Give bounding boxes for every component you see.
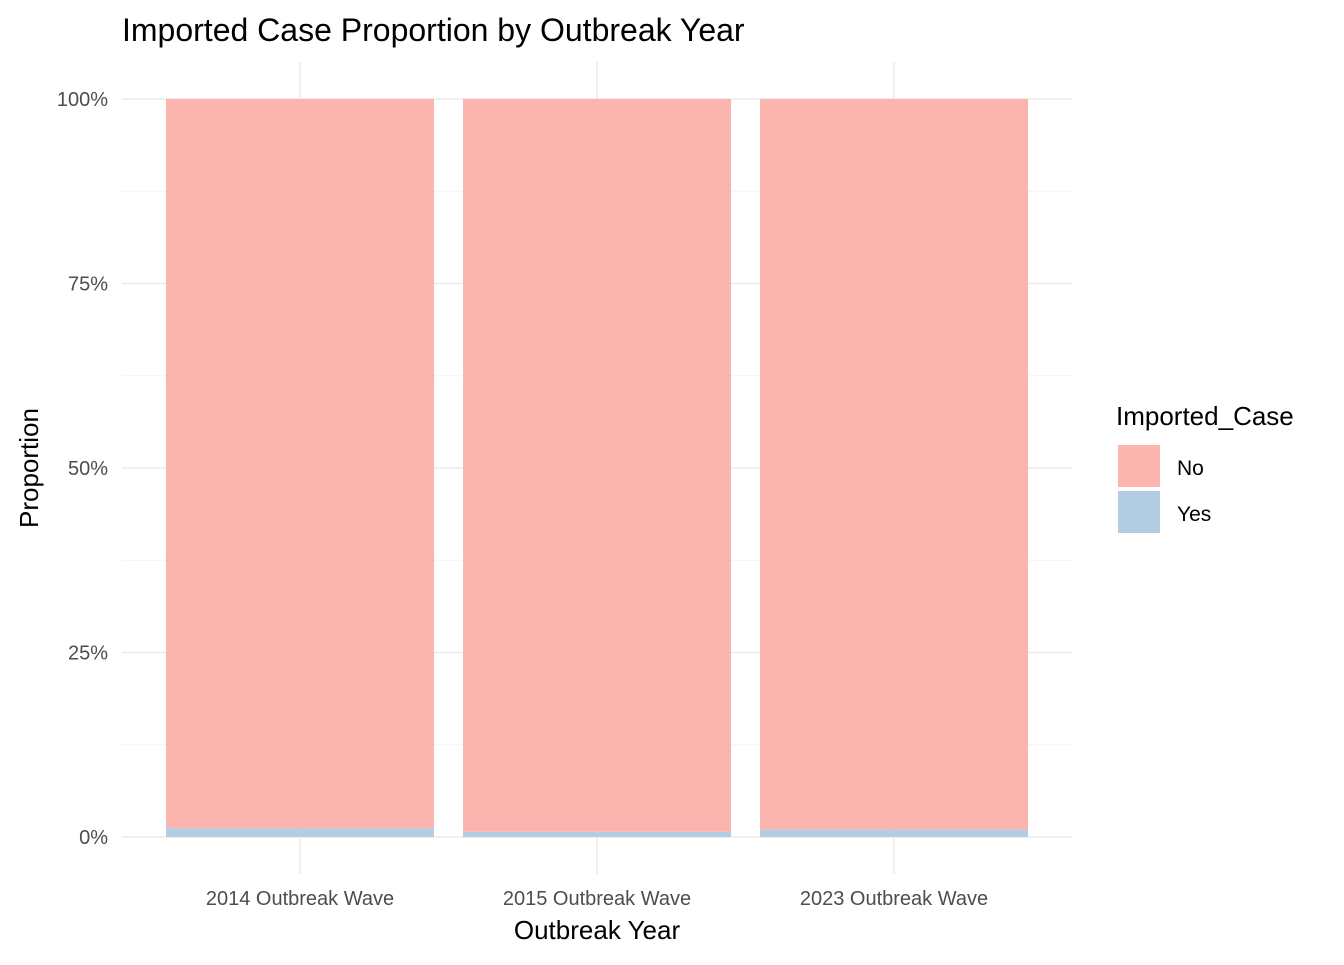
legend: Imported_Case No Yes [1116,401,1294,533]
x-tick-label: 2014 Outbreak Wave [206,888,394,910]
bar-yes-1 [166,828,434,837]
y-tick-labels: 0% 25% 50% 75% 100% [57,89,108,849]
y-tick-label: 50% [68,458,108,480]
x-tick-labels: 2014 Outbreak Wave 2015 Outbreak Wave 2023… [206,888,988,910]
x-tick-label: 2015 Outbreak Wave [503,888,691,910]
bar-no-3 [760,99,1028,830]
y-tick-label: 75% [68,274,108,296]
bar-yes-2 [463,831,731,837]
bar-no-2 [463,99,731,832]
legend-swatch-no [1118,445,1160,487]
y-tick-label: 25% [68,643,108,665]
x-tick-label: 2023 Outbreak Wave [800,888,988,910]
legend-label-yes: Yes [1177,503,1211,526]
x-axis-title: Outbreak Year [514,915,681,945]
bar-yes-3 [760,829,1028,837]
y-tick-label: 0% [79,827,108,849]
y-tick-label: 100% [57,89,108,111]
bars-layer [166,99,1028,837]
y-axis-title: Proportion [14,408,44,528]
legend-swatch-yes [1118,491,1160,533]
legend-items: No Yes [1118,445,1211,533]
bar-no-1 [166,99,434,829]
legend-label-no: No [1177,457,1204,480]
legend-title: Imported_Case [1116,401,1294,431]
chart-title: Imported Case Proportion by Outbreak Yea… [122,12,745,48]
